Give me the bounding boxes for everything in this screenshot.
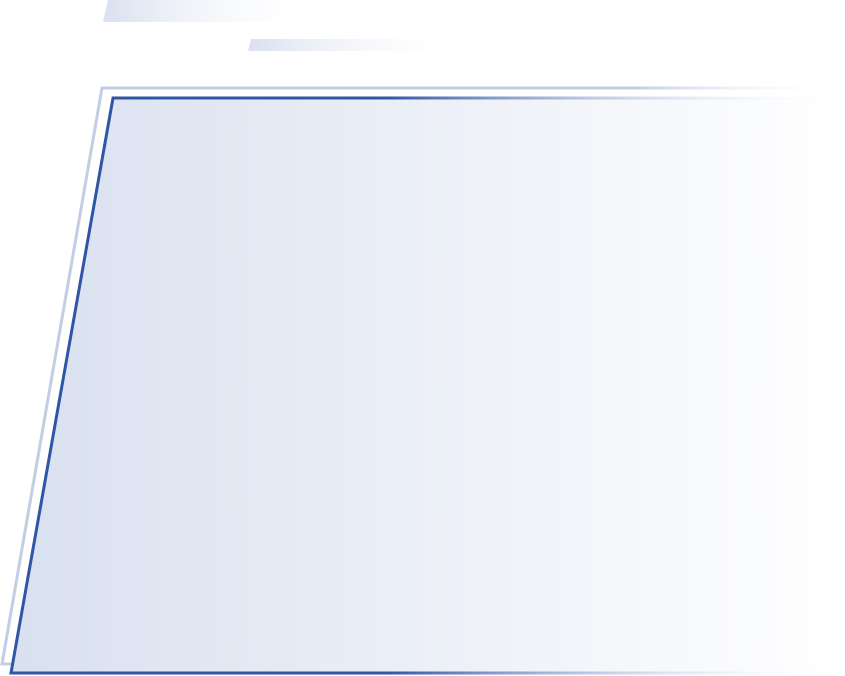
- inner-panel: [9, 96, 845, 675]
- second-accent-bar: [248, 39, 475, 51]
- outer-panel-outline: [0, 86, 845, 666]
- top-accent-bar: [103, 0, 325, 22]
